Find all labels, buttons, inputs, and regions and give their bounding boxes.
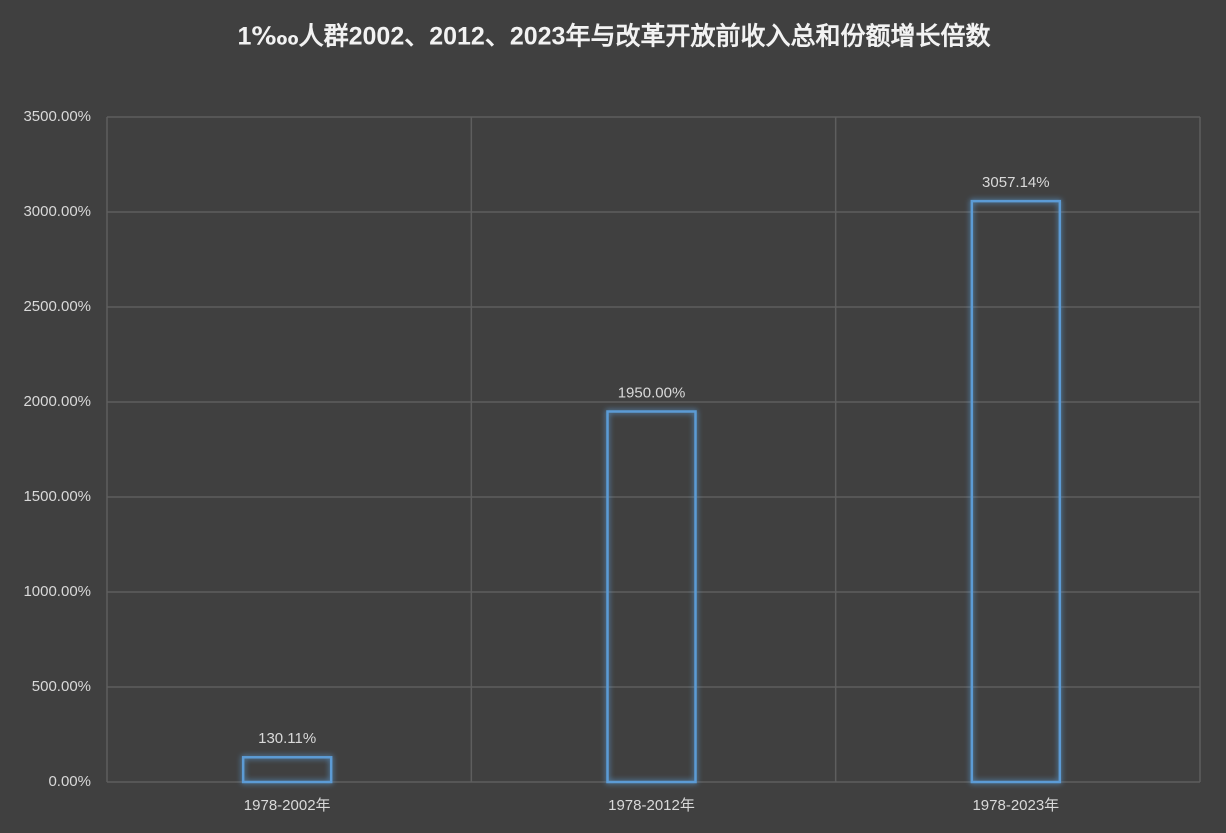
- y-tick-label: 3000.00%: [23, 203, 91, 220]
- bar: [241, 756, 333, 784]
- y-tick-label: 500.00%: [32, 678, 91, 695]
- data-label: 130.11%: [258, 730, 316, 747]
- bar: [970, 199, 1062, 784]
- data-label: 1950.00%: [618, 384, 686, 401]
- bar: [606, 410, 697, 784]
- y-tick-label: 1500.00%: [23, 488, 91, 505]
- x-tick-label: 1978-2012年: [608, 797, 695, 814]
- x-tick-label: 1978-2023年: [972, 797, 1059, 814]
- chart-title: 1‱人群2002、2012、2023年与改革开放前收入总和份额增长倍数: [238, 22, 992, 51]
- y-tick-label: 1000.00%: [23, 583, 91, 600]
- y-tick-label: 0.00%: [48, 773, 91, 790]
- data-label: 3057.14%: [982, 174, 1050, 191]
- y-tick-label: 2000.00%: [23, 393, 91, 410]
- x-tick-label: 1978-2002年: [244, 797, 331, 814]
- y-tick-label: 2500.00%: [23, 298, 91, 315]
- y-tick-label: 3500.00%: [23, 108, 91, 125]
